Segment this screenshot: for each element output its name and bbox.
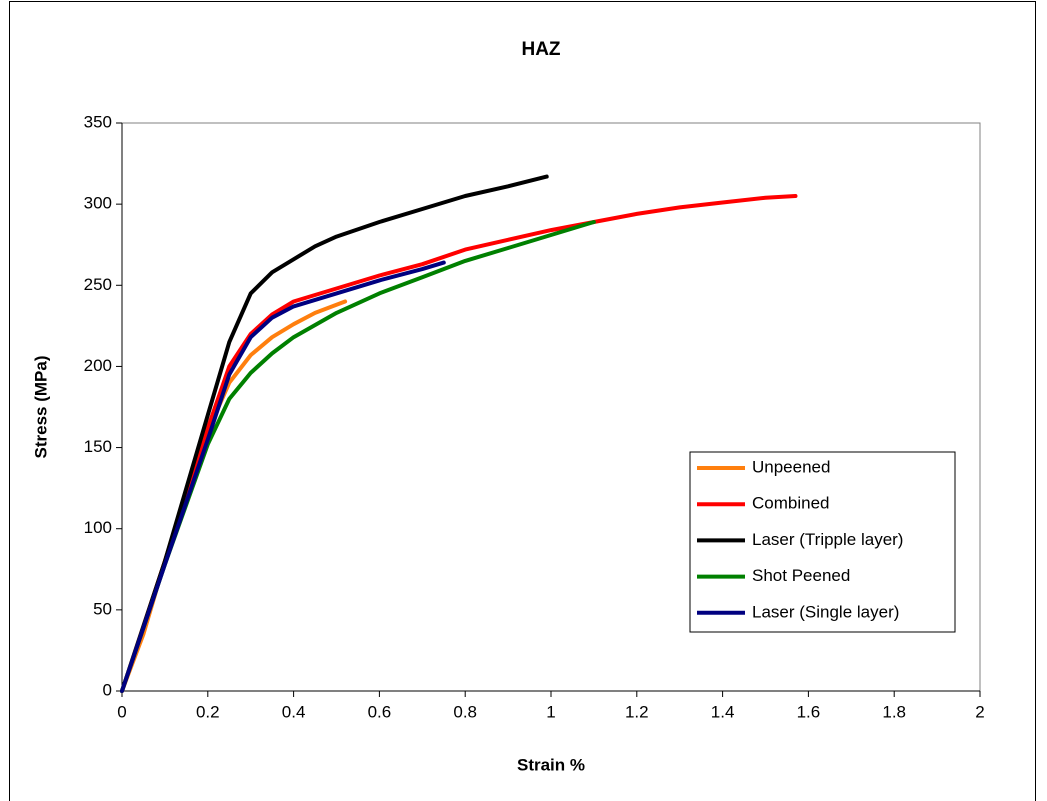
series-line <box>120 220 596 693</box>
y-tick-label: 0 <box>103 680 112 699</box>
y-tick-label: 350 <box>84 112 112 131</box>
legend-label: Shot Peened <box>752 566 850 585</box>
x-tick-label: 0 <box>117 702 126 721</box>
x-tick-label: 1.4 <box>711 702 735 721</box>
legend-label: Unpeened <box>752 457 830 476</box>
x-tick-label: 0.4 <box>282 702 306 721</box>
x-tick-label: 0.8 <box>453 702 477 721</box>
x-tick-label: 2 <box>975 702 984 721</box>
legend-label: Laser (Single layer) <box>752 602 899 621</box>
x-tick-label: 1.2 <box>625 702 649 721</box>
legend <box>689 451 956 633</box>
chart-title: HAZ <box>521 39 560 60</box>
legend-label: Laser (Tripple layer) <box>752 530 903 549</box>
y-tick-label: 300 <box>84 194 112 213</box>
legend-label: Combined <box>752 494 830 513</box>
y-tick-label: 100 <box>84 518 112 537</box>
y-tick-label: 150 <box>84 437 112 456</box>
chart-frame <box>9 1 1036 801</box>
series-line <box>120 194 798 693</box>
x-tick-label: 1.8 <box>882 702 906 721</box>
y-axis-label: Stress (MPa) <box>31 356 50 459</box>
y-tick-label: 50 <box>93 599 112 618</box>
y-tick-label: 200 <box>84 356 112 375</box>
series-line <box>120 260 446 693</box>
series-line <box>120 174 549 693</box>
x-axis-label: Strain % <box>517 755 585 774</box>
x-tick-label: 0.6 <box>368 702 392 721</box>
x-tick-label: 0.2 <box>196 702 220 721</box>
y-tick-label: 250 <box>84 275 112 294</box>
x-tick-label: 1 <box>546 702 555 721</box>
x-tick-label: 1.6 <box>797 702 821 721</box>
